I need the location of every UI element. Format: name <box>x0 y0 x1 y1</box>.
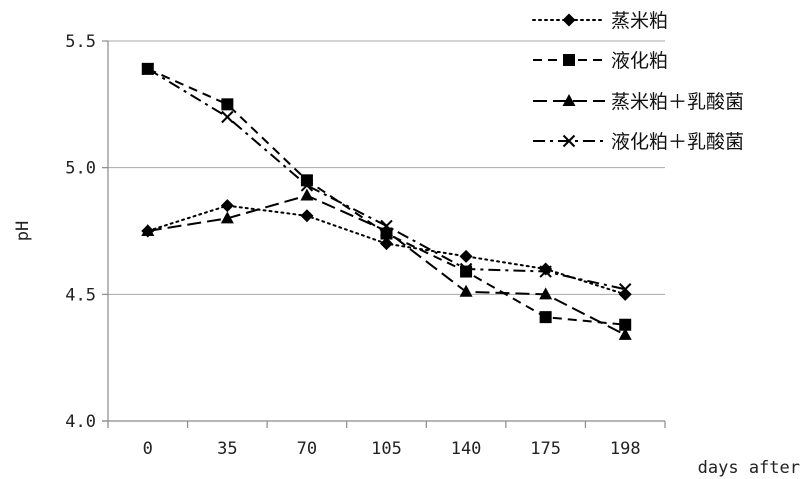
series-4-point <box>380 219 393 233</box>
series-1-point <box>618 287 632 301</box>
legend-item-2: 液化粕 <box>533 50 668 72</box>
legend-label: 液化粕＋乳酸菌 <box>611 131 744 153</box>
legend-marker <box>562 13 576 27</box>
legend-item-4: 液化粕＋乳酸菌 <box>533 131 744 153</box>
axes <box>102 40 666 428</box>
series-3-point <box>380 224 393 236</box>
y-tick-labels: 4.0 4.5 5.0 5.5 <box>65 32 96 432</box>
series-line-2 <box>147 67 626 326</box>
y-axis-label: pH <box>13 221 33 241</box>
legend-label: 蒸米粕 <box>611 10 668 32</box>
x-tick-label: 0 <box>143 439 153 459</box>
series-1-point <box>539 262 553 276</box>
legend-label: 蒸米粕＋乳酸菌 <box>611 91 744 113</box>
x-tick-label: 175 <box>530 439 561 459</box>
series-4-point <box>619 283 632 296</box>
x-tick-label: 70 <box>297 439 317 459</box>
legend-marker <box>563 54 575 66</box>
legend-label: 液化粕 <box>611 50 668 72</box>
legend-item-1: 蒸米粕 <box>532 10 668 32</box>
series-2-point <box>460 265 473 278</box>
series-4-point <box>539 265 552 278</box>
y-tick-label: 5.5 <box>65 32 96 52</box>
series-1-point <box>220 199 234 213</box>
y-tick-label: 4.5 <box>65 285 96 305</box>
legend-marker <box>562 94 576 106</box>
series-3-point <box>459 284 473 297</box>
legend-item-3: 蒸米粕＋乳酸菌 <box>533 91 744 113</box>
series-3-point <box>141 224 155 236</box>
series-4-point <box>141 62 154 76</box>
x-tick-label: 105 <box>371 439 402 459</box>
series-4-point <box>221 110 234 124</box>
series-3-point <box>539 287 553 300</box>
series-2-point <box>619 318 632 331</box>
series-4-point <box>459 262 473 276</box>
series-3-point <box>220 211 234 224</box>
x-tick-label: 198 <box>610 439 641 459</box>
series-3-point <box>300 188 314 201</box>
series-2-point <box>221 98 234 111</box>
x-tick-labels: 0 35 70 105 140 175 198 <box>143 439 641 459</box>
series-group <box>141 62 632 340</box>
series-line-3 <box>147 194 626 336</box>
series-1-point <box>300 209 314 223</box>
y-tick-label: 5.0 <box>65 159 96 179</box>
x-tick-label: 140 <box>451 439 482 459</box>
series-1-point <box>459 249 473 263</box>
y-tick-label: 4.0 <box>65 412 96 432</box>
gridlines <box>108 40 665 295</box>
x-axis-label: days after <box>698 458 800 478</box>
series-2-point <box>539 311 552 324</box>
series-3-point <box>618 327 632 340</box>
x-tick-label: 35 <box>217 439 237 459</box>
legend-marker <box>562 134 576 148</box>
series-4-point <box>300 179 314 192</box>
series-1-point <box>380 237 393 251</box>
